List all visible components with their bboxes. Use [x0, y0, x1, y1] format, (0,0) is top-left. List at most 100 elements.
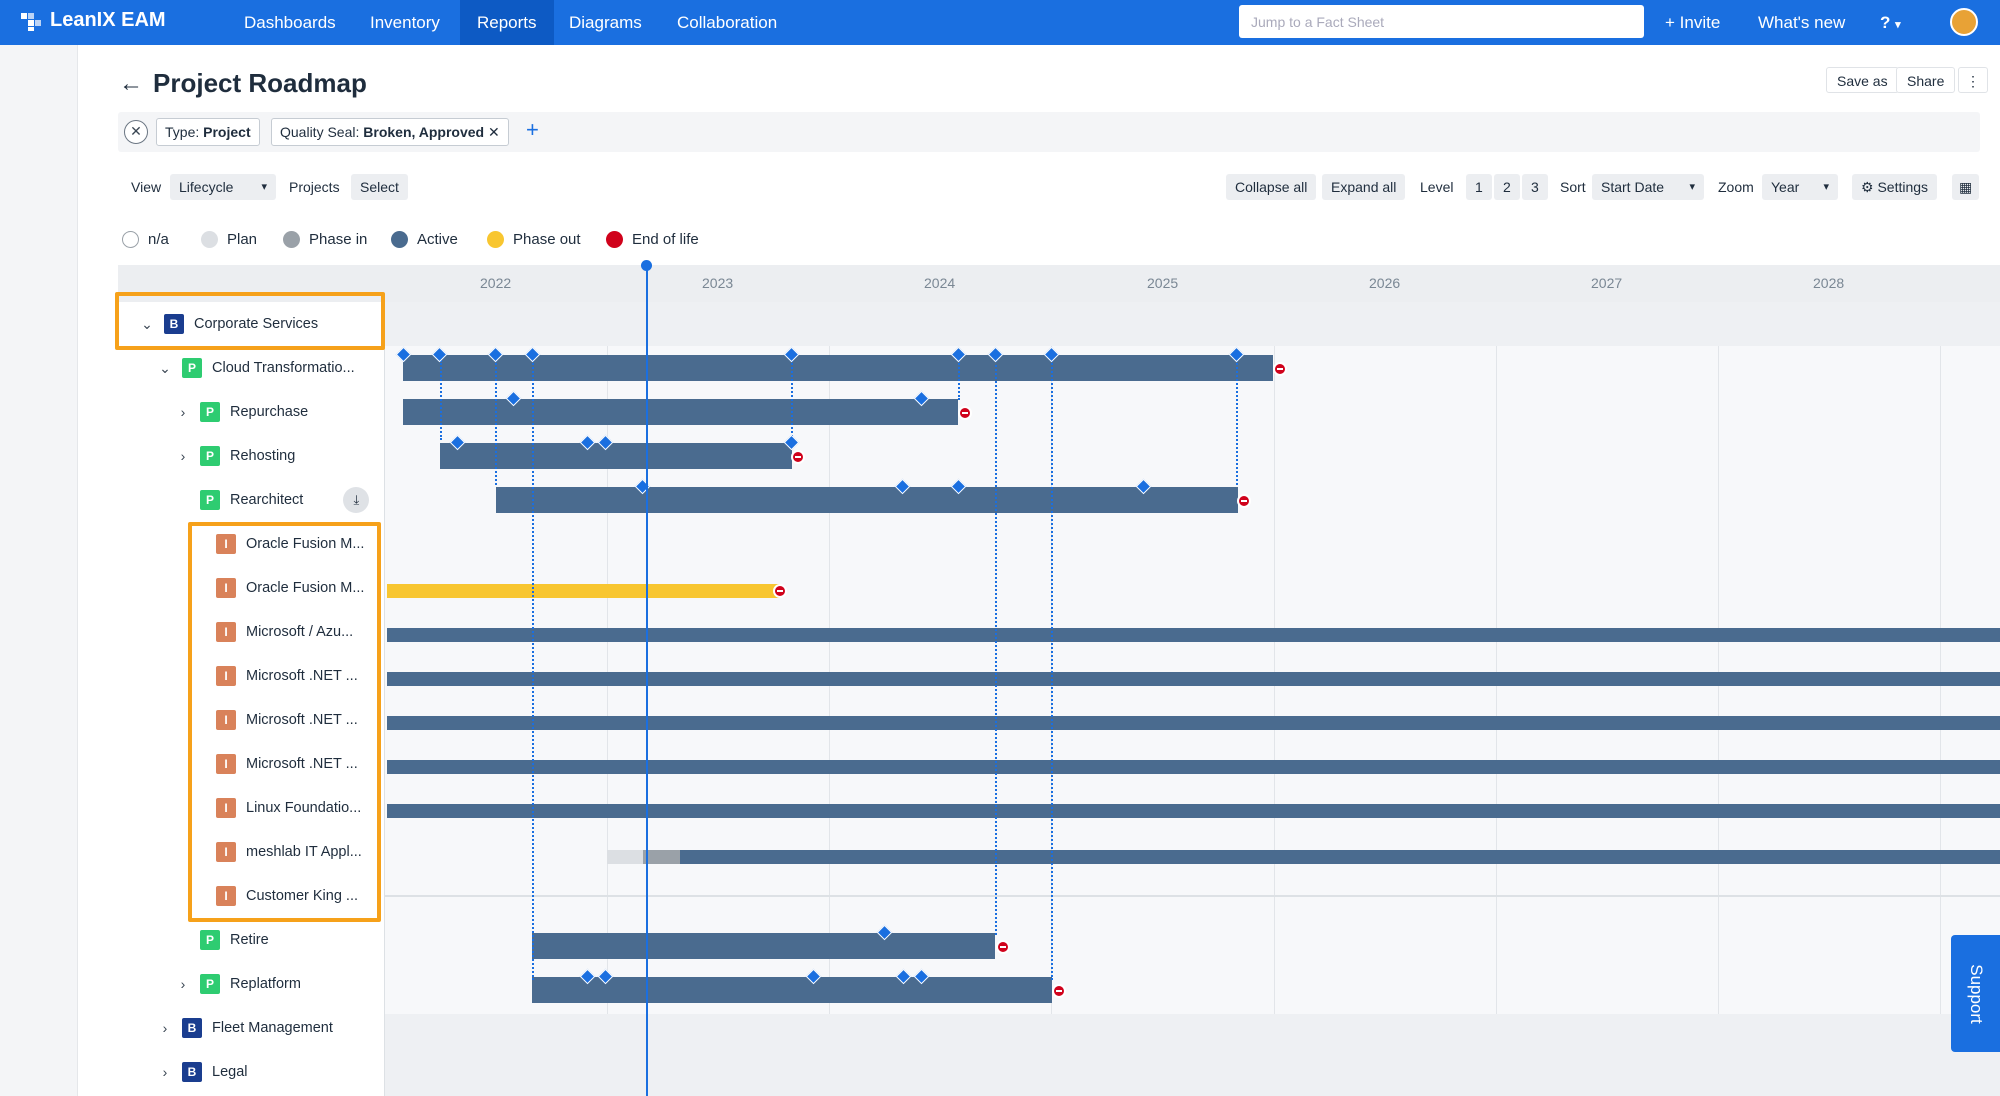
lifecycle-bar-active[interactable] [680, 850, 2000, 864]
lifecycle-bar-cloud-transformation[interactable] [403, 355, 1273, 381]
tree-row-interface[interactable]: I Oracle Fusion M... [216, 566, 364, 610]
filter-chip-quality-seal[interactable]: Quality Seal: Broken, Approved ✕ [271, 118, 509, 146]
lifecycle-bar-active[interactable] [387, 804, 2000, 818]
lifecycle-bar-active[interactable] [387, 628, 2000, 642]
sort-order-icon[interactable]: ⤓ [343, 487, 370, 513]
tree-row-interface[interactable]: I Oracle Fusion M... [216, 522, 364, 566]
end-of-life-marker[interactable] [791, 450, 805, 464]
tree-label: Repurchase [230, 404, 309, 420]
clear-filters-icon[interactable]: ✕ [124, 120, 148, 144]
nav-dashboards[interactable]: Dashboards [244, 13, 336, 32]
settings-button[interactable]: ⚙ Settings [1852, 174, 1938, 200]
end-of-life-marker[interactable] [958, 406, 972, 420]
brand-name: LeanIX EAM [50, 9, 166, 31]
tree-row-interface[interactable]: I Microsoft .NET ... [216, 654, 358, 698]
tree-row-repurchase[interactable]: › P Repurchase [174, 390, 308, 434]
legend-label: n/a [148, 231, 169, 248]
end-of-life-marker[interactable] [996, 940, 1010, 954]
lifecycle-bar-phase-out[interactable] [387, 584, 781, 598]
chevron-down-icon: ▾ [1689, 181, 1695, 193]
filter-chip-type[interactable]: Type: Project [156, 118, 260, 146]
tree-row-retire[interactable]: P Retire [200, 918, 269, 962]
year-label: 2025 [1147, 275, 1179, 291]
nav-diagrams[interactable]: Diagrams [569, 13, 642, 32]
user-avatar[interactable] [1950, 8, 1978, 36]
help-menu-button[interactable]: ? ▾ [1880, 0, 1901, 48]
end-of-life-marker[interactable] [1052, 984, 1066, 998]
projects-select[interactable]: Select [351, 174, 408, 200]
chevron-right-icon[interactable]: › [180, 448, 186, 464]
tree-row-legal[interactable]: › B Legal [156, 1050, 247, 1094]
tree-row-interface[interactable]: I Linux Foundatio... [216, 786, 361, 830]
legend-swatch [391, 231, 408, 248]
zoom-select-value: Year [1771, 179, 1800, 195]
brand-logo[interactable]: LeanIX EAM [20, 9, 166, 32]
view-label: View [131, 179, 162, 195]
project-badge: P [200, 974, 220, 994]
support-tab[interactable]: Support [1951, 935, 2000, 1052]
year-gridline [1496, 302, 1497, 1096]
end-of-life-marker[interactable] [773, 584, 787, 598]
legend-swatch [606, 231, 623, 248]
tree-row-interface[interactable]: I Microsoft / Azu... [216, 610, 353, 654]
view-select[interactable]: Lifecycle ▾ [170, 174, 276, 200]
tree-label: Customer King ... [246, 888, 359, 904]
sort-select[interactable]: Start Date ▾ [1592, 174, 1704, 200]
chevron-down-icon[interactable]: ⌄ [141, 315, 153, 332]
tree-row-interface[interactable]: I Microsoft .NET ... [216, 698, 358, 742]
chevron-right-icon[interactable]: › [180, 976, 186, 992]
add-filter-button[interactable]: + [526, 117, 539, 142]
lifecycle-bar-replatform[interactable] [532, 977, 1052, 1003]
lifecycle-bar-retire[interactable] [532, 933, 995, 959]
year-label: 2022 [480, 275, 512, 291]
lifecycle-bar-rearchitect[interactable] [496, 487, 1238, 513]
lifecycle-bar-active[interactable] [387, 716, 2000, 730]
chevron-right-icon[interactable]: › [180, 404, 186, 420]
end-of-life-marker[interactable] [1237, 494, 1251, 508]
project-badge: P [182, 358, 202, 378]
nav-inventory[interactable]: Inventory [370, 13, 440, 32]
tree-row-rehosting[interactable]: › P Rehosting [174, 434, 295, 478]
level-1-button[interactable]: 1 [1466, 174, 1492, 200]
tree-row-cloud-transformation[interactable]: ⌄ P Cloud Transformatio... [156, 346, 355, 390]
lifecycle-bar-plan[interactable] [607, 850, 643, 864]
lifecycle-bar-phase-in[interactable] [643, 850, 680, 864]
tree-row-rearchitect[interactable]: P Rearchitect ⤓ [200, 478, 370, 522]
lifecycle-bar-rehosting[interactable] [440, 443, 792, 469]
share-button[interactable]: Share [1896, 67, 1956, 93]
fact-sheet-search-input[interactable] [1239, 5, 1644, 38]
tree-row-replatform[interactable]: › P Replatform [174, 962, 301, 1006]
interface-badge: I [216, 710, 236, 730]
lifecycle-bar-active[interactable] [387, 760, 2000, 774]
chevron-right-icon[interactable]: › [162, 1064, 168, 1080]
save-as-button[interactable]: Save as [1826, 67, 1899, 93]
lifecycle-bar-repurchase[interactable] [403, 399, 958, 425]
today-marker[interactable] [641, 260, 652, 271]
back-arrow-icon[interactable]: ← [119, 70, 143, 97]
tree-label: Microsoft .NET ... [246, 756, 358, 772]
expand-all-button[interactable]: Expand all [1322, 174, 1406, 200]
whats-new-link[interactable]: What's new [1758, 13, 1846, 32]
tree-row-corporate-services[interactable]: ⌄ B Corporate Services [138, 302, 318, 346]
nav-collaboration[interactable]: Collaboration [677, 13, 778, 32]
tree-label: Microsoft .NET ... [246, 712, 358, 728]
invite-button[interactable]: + Invite [1665, 13, 1721, 32]
collapse-all-button[interactable]: Collapse all [1226, 174, 1317, 200]
nav-reports[interactable]: Reports [460, 0, 554, 45]
tree-row-interface[interactable]: I Microsoft .NET ... [216, 742, 358, 786]
level-3-button[interactable]: 3 [1522, 174, 1548, 200]
tree-row-interface[interactable]: I Customer King ... [216, 874, 358, 918]
remove-filter-icon[interactable]: ✕ [488, 124, 500, 140]
lifecycle-bar-active[interactable] [387, 672, 2000, 686]
table-view-icon[interactable]: ▦ [1952, 174, 1980, 200]
more-options-icon[interactable]: ⋮ [1958, 67, 1988, 93]
level-2-button[interactable]: 2 [1494, 174, 1520, 200]
chevron-down-icon: ▾ [261, 181, 267, 193]
end-of-life-marker[interactable] [1273, 362, 1287, 376]
interface-badge: I [216, 798, 236, 818]
zoom-select[interactable]: Year ▾ [1762, 174, 1838, 200]
tree-row-fleet-management[interactable]: › B Fleet Management [156, 1006, 333, 1050]
chevron-right-icon[interactable]: › [162, 1020, 168, 1036]
chevron-down-icon[interactable]: ⌄ [159, 359, 171, 376]
